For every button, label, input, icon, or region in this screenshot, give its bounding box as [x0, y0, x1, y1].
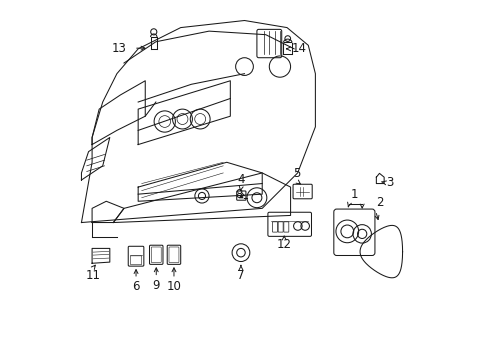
Text: 14: 14 — [291, 42, 305, 55]
Text: 12: 12 — [276, 238, 291, 252]
Text: 9: 9 — [152, 279, 160, 292]
Text: 2: 2 — [375, 196, 383, 209]
Text: 7: 7 — [237, 269, 244, 282]
Text: 10: 10 — [166, 280, 181, 293]
Text: 1: 1 — [350, 188, 357, 201]
Text: 3: 3 — [386, 176, 393, 189]
Text: 6: 6 — [132, 280, 140, 293]
Polygon shape — [239, 194, 243, 198]
Text: 13: 13 — [112, 42, 126, 55]
Text: 8: 8 — [235, 188, 242, 201]
Text: 4: 4 — [237, 173, 244, 186]
Text: 5: 5 — [293, 167, 300, 180]
Text: 11: 11 — [85, 269, 100, 282]
